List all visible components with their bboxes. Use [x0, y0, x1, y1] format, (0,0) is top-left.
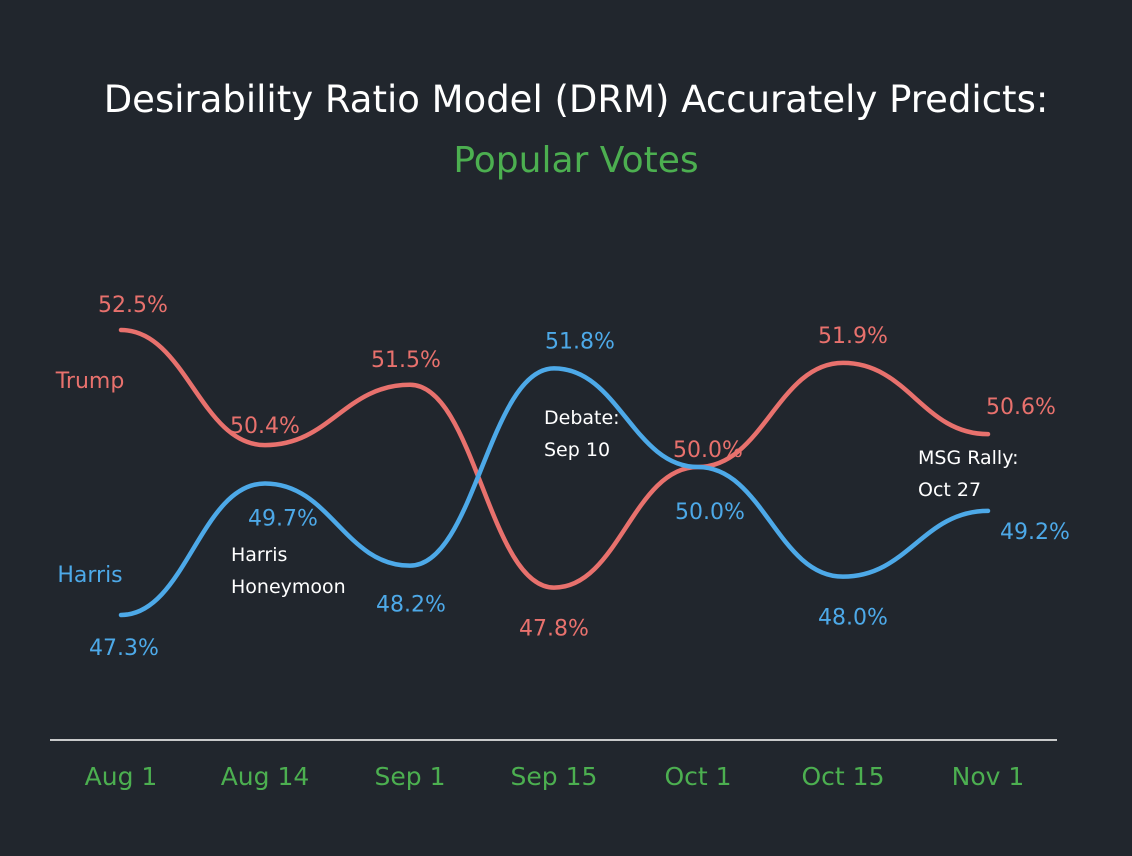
series-layer: [118, 327, 991, 618]
harris-value-label: 47.3%: [89, 636, 159, 661]
trump-value-label: 50.0%: [673, 438, 743, 463]
x-tick-label: Sep 15: [511, 762, 598, 791]
harris-value-label: 49.2%: [1000, 520, 1070, 545]
trump-value-label: 47.8%: [519, 617, 589, 642]
trump-series-label: Trump: [55, 369, 125, 394]
x-tick-label: Nov 1: [952, 762, 1025, 791]
x-tick-label: Oct 1: [664, 762, 731, 791]
chart-subtitle: Popular Votes: [453, 140, 698, 181]
harris-value-label: 48.2%: [376, 593, 446, 618]
label-layer: 52.5% 50.4% 51.5% 47.8% 50.0% 51.9% 50.6% Trump…: [55, 293, 1070, 661]
harris-series-label: Harris: [57, 563, 122, 588]
annotation-layer: Harris Honeymoon Debate: Sep 10 MSG Rally: Oc…: [231, 407, 1018, 598]
x-axis-ticks: Aug 1 Aug 14 Sep 1 Sep 15 Oct 1 Oct 15 Nov 1: [85, 762, 1025, 791]
annotation-msg: Oct 27: [918, 479, 981, 501]
annotation-msg: MSG Rally:: [918, 447, 1018, 469]
annotation-debate: Sep 10: [544, 439, 610, 461]
trump-value-label: 52.5%: [98, 293, 168, 318]
harris-line: [118, 366, 991, 618]
harris-value-label: 49.7%: [248, 506, 318, 531]
chart-title: Desirability Ratio Model (DRM) Accuratel…: [104, 78, 1049, 121]
x-tick-label: Aug 1: [85, 762, 158, 791]
x-tick-label: Oct 15: [802, 762, 885, 791]
trump-value-label: 51.5%: [371, 348, 441, 373]
trump-value-label: 51.9%: [818, 324, 888, 349]
trump-value-label: 50.4%: [230, 414, 300, 439]
annotation-debate: Debate:: [544, 407, 620, 429]
harris-value-label: 48.0%: [818, 606, 888, 631]
harris-value-label: 51.8%: [545, 329, 615, 354]
annotation-honeymoon: Honeymoon: [231, 576, 346, 598]
annotation-honeymoon: Harris: [231, 544, 287, 566]
x-tick-label: Sep 1: [375, 762, 446, 791]
harris-value-label: 50.0%: [675, 500, 745, 525]
trump-value-label: 50.6%: [986, 395, 1056, 420]
x-tick-label: Aug 14: [221, 762, 310, 791]
